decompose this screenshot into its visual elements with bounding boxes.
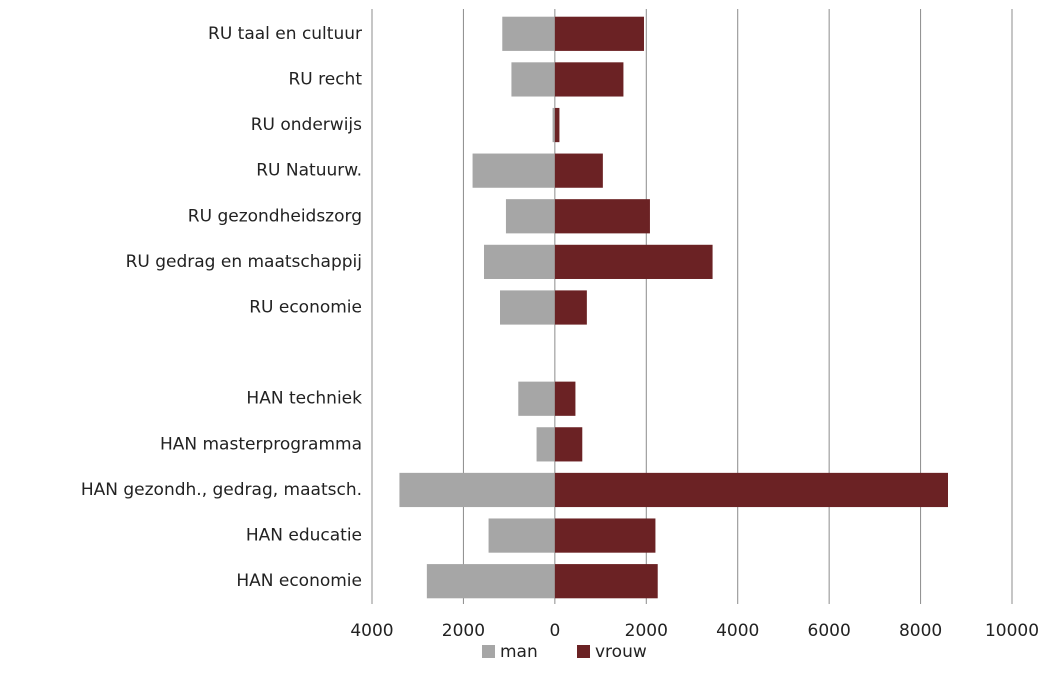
x-tick-label: 2000 (625, 621, 668, 641)
bar (518, 381, 555, 416)
x-tick-label: 4000 (350, 621, 393, 641)
legend-swatch (482, 645, 495, 658)
x-tick-label: 8000 (899, 621, 942, 641)
x-tick-label: 4000 (716, 621, 759, 641)
bar (554, 244, 713, 279)
bar (500, 290, 555, 325)
bar (472, 153, 555, 188)
bar (554, 153, 603, 188)
bar (511, 62, 555, 97)
y-tick-label: RU onderwijs (251, 115, 362, 135)
y-tick-label: HAN economie (236, 571, 362, 591)
y-tick-label: HAN gezondh., gedrag, maatsch. (81, 480, 362, 500)
y-tick-label: RU taal en cultuur (208, 24, 362, 44)
bar (484, 244, 555, 279)
bar (554, 472, 948, 508)
y-tick-label: RU Natuurw. (256, 161, 362, 181)
bar (505, 199, 555, 234)
bar (554, 199, 650, 234)
y-tick-label: HAN techniek (246, 389, 362, 409)
bar (426, 564, 555, 599)
bar (554, 107, 560, 143)
y-tick-label: RU gedrag en maatschappij (126, 252, 362, 272)
legend-swatch (577, 645, 590, 658)
bar (554, 427, 583, 462)
bar (554, 290, 587, 325)
bar (536, 427, 555, 462)
bar (502, 16, 555, 51)
x-tick-label: 6000 (808, 621, 851, 641)
x-tick-label: 0 (549, 621, 560, 641)
x-tick-label: 2000 (442, 621, 485, 641)
y-tick-label: HAN masterprogramma (160, 434, 362, 454)
bar (554, 518, 656, 553)
x-tick-label: 10000 (985, 621, 1039, 641)
y-tick-label: HAN educatie (246, 526, 362, 546)
bar (552, 107, 555, 143)
bar (399, 472, 555, 508)
y-tick-label: RU economie (249, 298, 362, 318)
bar (554, 16, 644, 51)
y-tick-label: RU gezondheidszorg (188, 206, 362, 226)
bar (488, 518, 555, 553)
bar (554, 564, 658, 599)
legend-label: man (500, 642, 538, 662)
bar (554, 62, 624, 97)
bar (554, 381, 576, 416)
legend-label: vrouw (595, 642, 647, 662)
y-tick-label: RU recht (288, 69, 362, 89)
